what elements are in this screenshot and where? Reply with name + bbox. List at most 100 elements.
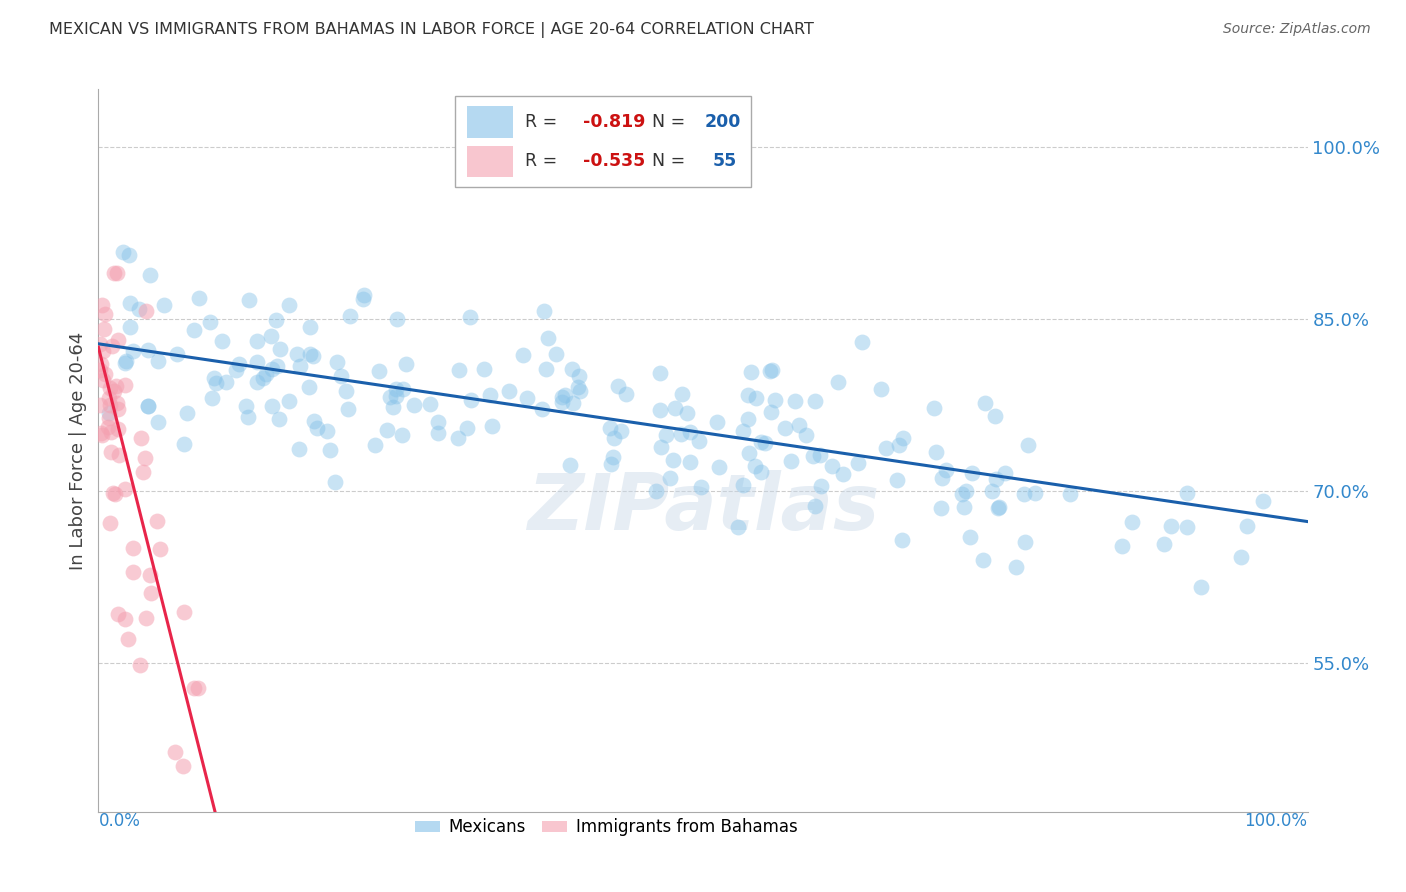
Point xyxy=(183,681,205,695)
Point xyxy=(804,499,827,513)
Point xyxy=(650,403,672,417)
Point xyxy=(260,399,283,413)
Point xyxy=(101,486,124,500)
Point xyxy=(391,428,413,442)
Point xyxy=(731,478,754,492)
Point xyxy=(1251,494,1274,508)
Point xyxy=(600,457,623,471)
Point xyxy=(645,483,668,498)
Point xyxy=(134,611,156,625)
Point xyxy=(955,483,977,498)
Point xyxy=(994,466,1017,480)
Point xyxy=(987,501,1010,516)
Point xyxy=(173,606,195,620)
Point xyxy=(122,566,145,580)
Point xyxy=(336,401,359,416)
Point xyxy=(603,431,626,445)
Point xyxy=(153,297,176,311)
FancyBboxPatch shape xyxy=(456,96,751,186)
Point xyxy=(115,354,138,368)
Point xyxy=(262,361,284,376)
Point xyxy=(659,471,682,485)
Point xyxy=(775,421,797,435)
Point xyxy=(90,425,112,440)
Point xyxy=(953,500,976,514)
Point xyxy=(117,632,139,646)
Text: N =: N = xyxy=(652,153,696,170)
Point xyxy=(671,387,693,401)
Point xyxy=(266,359,288,374)
Point xyxy=(94,368,117,382)
Point xyxy=(785,393,807,408)
Point xyxy=(676,406,699,420)
Text: -0.535: -0.535 xyxy=(583,153,645,170)
Point xyxy=(794,428,817,442)
Point xyxy=(254,367,277,381)
Point xyxy=(89,337,111,351)
Point xyxy=(91,373,114,387)
Point xyxy=(1111,539,1133,553)
Point xyxy=(599,421,621,435)
Point xyxy=(378,390,401,404)
Point xyxy=(551,394,574,409)
Point xyxy=(97,391,120,405)
Point xyxy=(260,329,283,343)
Point xyxy=(183,323,205,337)
Point xyxy=(516,391,538,405)
Point xyxy=(267,412,290,426)
Point xyxy=(392,382,415,396)
Point xyxy=(315,425,337,439)
Point xyxy=(375,423,398,437)
Point xyxy=(738,446,761,460)
Point xyxy=(235,399,257,413)
Point xyxy=(460,392,482,407)
Point xyxy=(929,501,952,516)
Point xyxy=(1189,580,1212,594)
Point xyxy=(803,394,825,409)
Point xyxy=(832,467,855,482)
Point xyxy=(120,295,142,310)
Point xyxy=(98,398,121,412)
Y-axis label: In Labor Force | Age 20-64: In Labor Force | Age 20-64 xyxy=(69,331,87,570)
Point xyxy=(104,487,127,501)
Point xyxy=(558,458,581,473)
Point xyxy=(886,473,908,487)
Point xyxy=(974,396,997,410)
Point xyxy=(136,399,159,413)
Point xyxy=(139,568,162,582)
Point xyxy=(103,267,125,281)
Point xyxy=(384,389,406,403)
Point xyxy=(107,448,129,462)
Point xyxy=(302,414,325,428)
Point xyxy=(688,434,710,449)
Text: 200: 200 xyxy=(704,112,741,131)
Point xyxy=(101,339,124,353)
Point xyxy=(139,586,162,600)
Point xyxy=(89,363,111,377)
Point xyxy=(264,313,287,327)
Point xyxy=(305,421,328,435)
Point xyxy=(533,303,555,318)
Point xyxy=(149,541,172,556)
Point xyxy=(1121,515,1143,529)
Point xyxy=(561,362,583,376)
Point xyxy=(763,393,786,408)
Point xyxy=(128,301,150,316)
Text: Source: ZipAtlas.com: Source: ZipAtlas.com xyxy=(1223,22,1371,37)
Point xyxy=(546,347,568,361)
Text: 0.0%: 0.0% xyxy=(98,812,141,830)
Point xyxy=(395,357,418,371)
Point xyxy=(1236,519,1258,533)
Point xyxy=(986,472,1008,486)
Point xyxy=(215,375,238,389)
Point xyxy=(1153,536,1175,550)
Point xyxy=(326,355,349,369)
Point xyxy=(107,422,129,436)
Point xyxy=(851,335,873,350)
Point xyxy=(173,437,195,451)
Point xyxy=(107,333,129,347)
Point xyxy=(353,288,375,302)
Point xyxy=(172,759,194,773)
Point xyxy=(891,431,914,445)
Point xyxy=(875,441,897,455)
